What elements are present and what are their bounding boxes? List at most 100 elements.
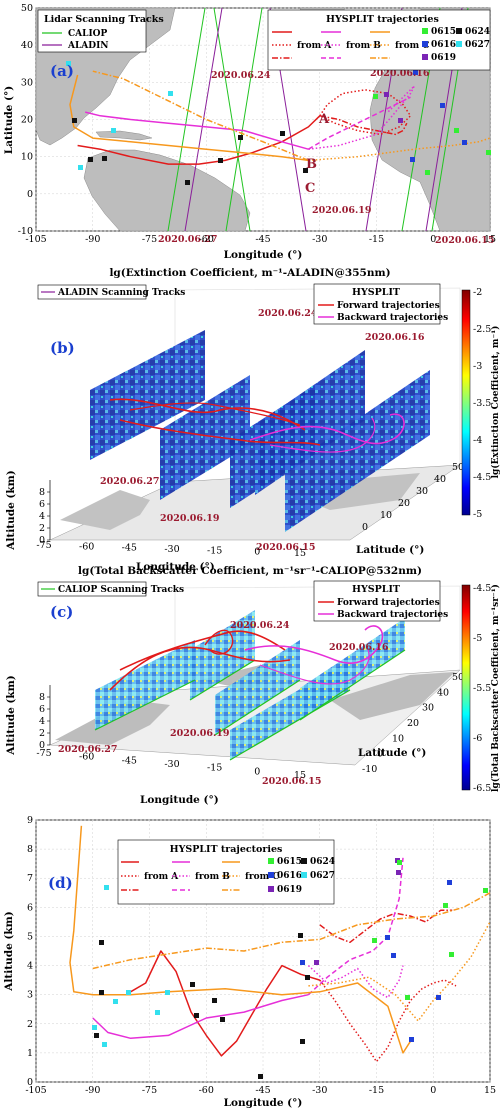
marker-0624	[102, 156, 107, 161]
caliop-legend-label: CALIOP	[68, 29, 108, 39]
panel-b-lon-ticks: -75 -60 -45 -30 -15 0 15	[36, 540, 306, 559]
panel-d-y-ticks: 0 1 2 3 4 5 6 7 8 9	[27, 815, 33, 1088]
marker-0627	[102, 1042, 107, 1047]
caliop-curtain-0624	[190, 610, 255, 700]
panel-b-backward-trajectory	[249, 413, 405, 445]
panel-c-lon-ticks: -75 -60 -45 -30 -15 0 15	[36, 748, 306, 781]
marker-0615	[425, 170, 430, 175]
lon-tick-label: -45	[122, 755, 137, 766]
panel-c-colorbar	[461, 584, 471, 791]
panel-b-y-label: Latitude (°)	[356, 544, 424, 556]
lon-tick-label: -45	[122, 543, 137, 554]
marker-0624	[218, 158, 223, 163]
aladin-curtain-0615	[285, 370, 430, 532]
lat-tick-label: 30	[416, 486, 428, 497]
trajectory-magenta-dotted	[308, 85, 416, 150]
marker-0616	[391, 953, 396, 958]
y-tick-label: 0	[27, 1077, 33, 1088]
marker-0616	[447, 880, 452, 885]
panel-a-x-ticks: -105 -90 -75 -60 -45 -30 -15 0 15	[25, 234, 496, 245]
legend-from-c: from C	[395, 41, 429, 51]
lon-tick-label: 0	[254, 766, 260, 777]
marker-0627	[165, 990, 170, 995]
b-date-0624: 2020.06.24	[258, 308, 318, 319]
panel-a-y-label: Latitude (°)	[3, 86, 15, 154]
lon-tick-label: -15	[207, 545, 222, 556]
trajectory-magenta-solid	[85, 111, 309, 150]
hysplit-legend-box	[267, 9, 491, 71]
marker-0624	[303, 168, 308, 173]
marker-0615	[483, 888, 488, 893]
b-backward-label: Backward trajectories	[337, 313, 448, 323]
marker-0615	[486, 150, 491, 155]
panel-a-source-points: A B C	[305, 112, 330, 196]
z-tick-label: 2	[39, 523, 45, 534]
panel-d-x-ticks: -105 -90 -75 -60 -45 -30 -15 0 15	[25, 1085, 496, 1096]
lon-tick-label: -30	[164, 544, 179, 555]
colorbar-tick-label: -4	[473, 435, 482, 446]
panel-a-hysplit-legend: HYSPLIT trajectories from A from B from …	[267, 9, 491, 71]
panel-c-x-label: Longitude (°)	[140, 794, 219, 806]
marker-0624	[280, 131, 285, 136]
y-tick-label: 4	[27, 961, 33, 972]
legend-label-0616: 0616	[431, 40, 456, 50]
panel-a-x-label: Longitude (°)	[224, 249, 303, 261]
x-tick-label: -60	[199, 234, 214, 245]
b-hysplit-legend-box	[313, 283, 441, 325]
x-tick-label: -30	[312, 234, 327, 245]
c-date-0615: 2020.06.15	[262, 776, 322, 787]
panel-d-hysplit-legend: HYSPLIT trajectories from A from B from …	[117, 839, 335, 905]
marker-0624	[185, 180, 190, 185]
trajectory-orange-solid	[69, 74, 309, 162]
panel-a-y-ticks: -10 0 10 20 30 40 50	[18, 3, 33, 237]
caliop-curtain-0615	[230, 660, 350, 760]
x-tick-label: -60	[199, 1085, 214, 1096]
panel-b-title: lg(Extinction Coefficient, m⁻¹-ALADIN@35…	[109, 267, 390, 279]
panel-c-backward-trajectory	[259, 649, 370, 685]
lon-tick-label: -15	[207, 763, 222, 774]
marker-0627	[126, 990, 131, 995]
marker-0624	[88, 157, 93, 162]
panel-c-backward-trajectory	[244, 625, 384, 664]
marker-0624	[258, 1074, 263, 1079]
d-legend-label-0616: 0616	[277, 871, 302, 881]
colorbar-tick-label: -4.5	[473, 472, 491, 483]
d-legend-marker-0627	[301, 872, 307, 878]
panel-d-letter: (d)	[48, 874, 73, 892]
panel-b-z-label: Altitude (km)	[5, 470, 17, 550]
panel-b-letter: (b)	[50, 339, 75, 357]
lat-tick-label: 50	[452, 462, 464, 473]
trajectory-orange-dashdot	[92, 70, 309, 162]
b-hysplit-title: HYSPLIT	[352, 287, 400, 298]
c-caliop-floor-track	[189, 659, 256, 701]
panel-b-forward-trajectory	[129, 402, 301, 426]
trajectory-magenta-dotted	[307, 965, 404, 999]
legend-from-b: from B	[346, 41, 381, 51]
panel-a-tracks-legend: Lidar Scanning Tracks CALIOP ALADIN	[37, 9, 164, 53]
caliop-track	[225, 7, 263, 232]
lon-tick-label: -75	[36, 540, 51, 551]
marker-0624	[190, 982, 195, 987]
panel-b: lg(Extinction Coefficient, m⁻¹-ALADIN@35…	[5, 267, 500, 573]
caliop-track	[167, 7, 206, 232]
z-tick-label: 8	[39, 487, 45, 498]
marker-0619	[398, 118, 403, 123]
marker-0624	[99, 990, 104, 995]
marker-0624	[72, 118, 77, 123]
d-legend-from-b: from B	[195, 872, 230, 882]
d-legend-label-0615: 0615	[277, 857, 302, 867]
c-caliop-floor-track	[94, 679, 196, 731]
marker-0616	[440, 103, 445, 108]
marker-0627	[168, 91, 173, 96]
d-hysplit-legend-box	[117, 839, 335, 905]
panel-d: (d) HYSPLIT trajectories from A from B f…	[3, 815, 496, 1109]
c-track-legend-box	[37, 581, 147, 597]
point-a-label: A	[318, 112, 330, 127]
trajectory-magenta-dashed	[307, 857, 404, 996]
legend-label-0624: 0624	[465, 27, 490, 37]
lat-tick-label: 20	[398, 498, 410, 509]
y-tick-label: 20	[21, 115, 33, 126]
x-tick-label: 0	[430, 234, 436, 245]
x-tick-label: 15	[484, 1085, 496, 1096]
d-hysplit-title: HYSPLIT trajectories	[170, 844, 283, 855]
